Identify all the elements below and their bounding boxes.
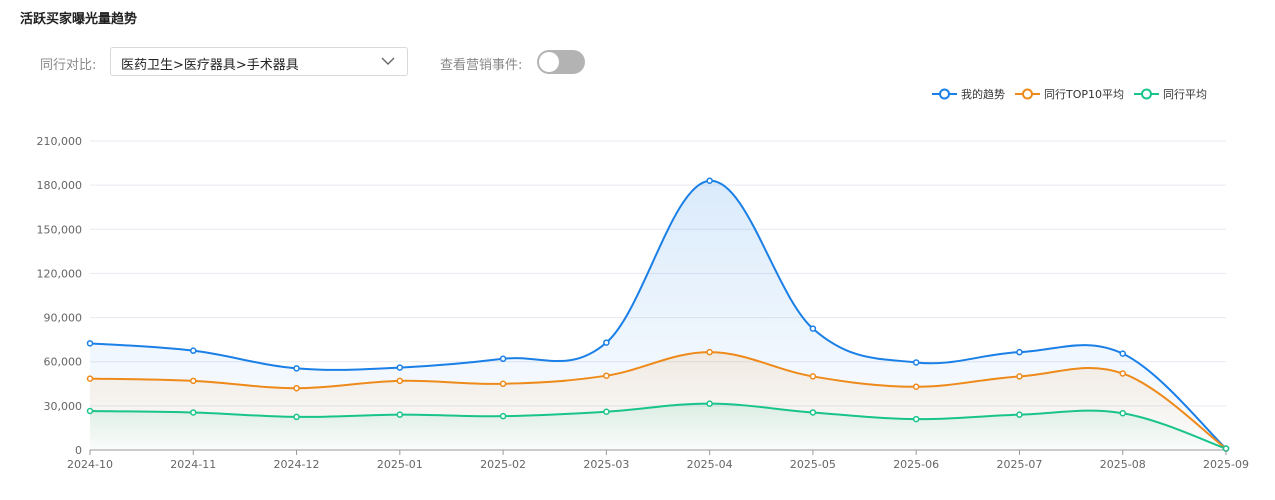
data-point-average[interactable] bbox=[1016, 411, 1023, 418]
events-label: 查看营销事件: bbox=[440, 58, 523, 73]
legend-label-top10: 同行TOP10平均 bbox=[1043, 88, 1124, 101]
data-point-my-trend[interactable] bbox=[809, 325, 817, 332]
x-tick-label: 2025-04 bbox=[687, 458, 733, 471]
data-point-my-trend[interactable] bbox=[190, 347, 197, 354]
data-point-my-trend[interactable] bbox=[499, 355, 507, 363]
y-tick-label: 120,000 bbox=[37, 267, 83, 280]
x-tick-label: 2025-01 bbox=[377, 458, 423, 471]
data-point-average[interactable] bbox=[396, 411, 404, 418]
data-point-my-trend[interactable] bbox=[603, 339, 610, 346]
y-tick-label: 30,000 bbox=[44, 400, 83, 413]
data-point-top10[interactable] bbox=[706, 348, 713, 356]
data-point-my-trend[interactable] bbox=[293, 365, 300, 372]
series-line-average bbox=[89, 402, 1227, 450]
legend-item-top10[interactable]: 同行TOP10平均 bbox=[1014, 86, 1124, 102]
trend-chart: 0 30,000 60,000 90,000 120,000 150,000 180,000… bbox=[37, 135, 1249, 471]
legend-label-average: 同行平均 bbox=[1163, 88, 1207, 101]
legend-swatch-average bbox=[1134, 88, 1159, 100]
x-tick-label: 2025-09 bbox=[1203, 458, 1249, 471]
data-point-top10[interactable] bbox=[190, 377, 197, 385]
data-point-top10[interactable] bbox=[809, 373, 817, 380]
y-tick-label: 60,000 bbox=[44, 356, 83, 369]
y-tick-label: 210,000 bbox=[37, 135, 83, 148]
data-point-average[interactable] bbox=[912, 415, 920, 423]
data-point-top10[interactable] bbox=[293, 384, 300, 392]
events-toggle[interactable] bbox=[537, 50, 585, 74]
data-point-top10[interactable] bbox=[86, 375, 94, 382]
x-tick-label: 2025-03 bbox=[583, 458, 629, 471]
data-point-my-trend[interactable] bbox=[86, 340, 94, 347]
compare-label: 同行对比: bbox=[40, 58, 97, 73]
legend-item-average[interactable]: 同行平均 bbox=[1134, 86, 1207, 102]
x-axis: 2024-10 2024-11 2024-12 2025-01 2025-02 2025-… bbox=[67, 450, 1249, 471]
x-tick-label: 2025-08 bbox=[1100, 458, 1146, 471]
compare-select-value: 医药卫生>医疗器具>手术器具 bbox=[121, 58, 299, 73]
x-tick-label: 2025-05 bbox=[790, 458, 836, 471]
legend-item-my-trend[interactable]: 我的趋势 bbox=[931, 86, 1005, 102]
chart-legend: 我的趋势 同行TOP10平均 同行平均 bbox=[931, 86, 1207, 102]
legend-label-my-trend: 我的趋势 bbox=[960, 88, 1005, 101]
y-tick-label: 180,000 bbox=[37, 179, 83, 192]
panel-title: 活跃买家曝光量趋势 bbox=[20, 12, 138, 27]
toggle-knob bbox=[539, 52, 559, 72]
chevron-down-icon bbox=[381, 57, 395, 65]
x-tick-label: 2025-07 bbox=[996, 458, 1042, 471]
data-point-top10[interactable] bbox=[912, 383, 920, 390]
data-point-average[interactable] bbox=[809, 409, 817, 416]
x-tick-label: 2024-10 bbox=[67, 458, 113, 471]
x-tick-label: 2025-02 bbox=[480, 458, 526, 471]
data-point-top10[interactable] bbox=[396, 377, 404, 385]
data-point-my-trend[interactable] bbox=[912, 359, 920, 366]
data-point-top10[interactable] bbox=[1119, 370, 1126, 377]
series-line-top10 bbox=[89, 351, 1227, 450]
compare-select[interactable]: 医药卫生>医疗器具>手术器具 bbox=[110, 47, 408, 76]
data-point-average[interactable] bbox=[706, 400, 713, 407]
data-point-average[interactable] bbox=[499, 412, 507, 420]
y-tick-label: 0 bbox=[75, 444, 82, 457]
data-point-average[interactable] bbox=[86, 407, 94, 415]
x-tick-label: 2024-12 bbox=[274, 458, 320, 471]
point-layer bbox=[86, 177, 1230, 452]
data-point-average[interactable] bbox=[603, 408, 610, 415]
area-layer bbox=[90, 180, 1226, 450]
x-tick-label: 2025-06 bbox=[893, 458, 939, 471]
data-point-top10[interactable] bbox=[603, 372, 610, 379]
data-point-my-trend[interactable] bbox=[706, 177, 713, 184]
legend-swatch-top10 bbox=[1014, 88, 1040, 100]
data-point-my-trend[interactable] bbox=[1016, 348, 1023, 356]
data-point-average[interactable] bbox=[293, 413, 300, 421]
data-point-average[interactable] bbox=[190, 409, 197, 416]
data-point-top10[interactable] bbox=[499, 380, 507, 388]
legend-swatch-my-trend bbox=[931, 88, 957, 100]
y-tick-label: 150,000 bbox=[37, 223, 83, 236]
data-point-my-trend[interactable] bbox=[1119, 350, 1126, 357]
x-tick-label: 2024-11 bbox=[170, 458, 216, 471]
data-point-my-trend[interactable] bbox=[396, 364, 404, 371]
data-point-top10[interactable] bbox=[1016, 373, 1023, 380]
data-point-average[interactable] bbox=[1119, 409, 1126, 417]
y-tick-label: 90,000 bbox=[44, 312, 83, 325]
